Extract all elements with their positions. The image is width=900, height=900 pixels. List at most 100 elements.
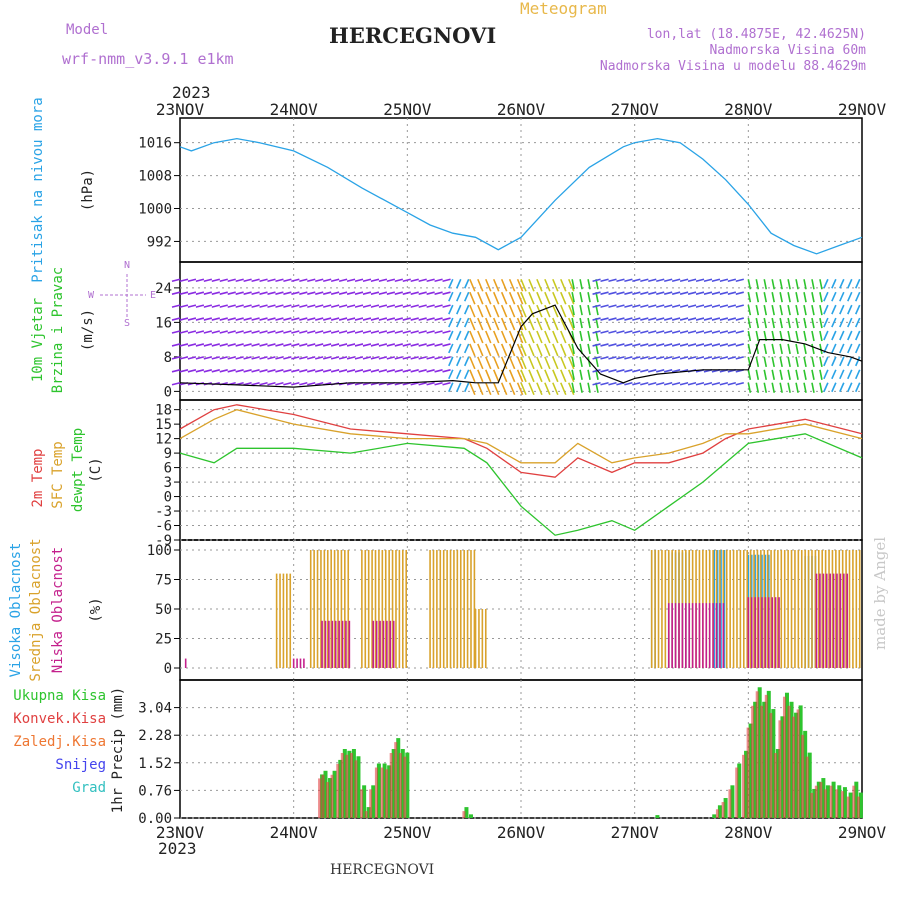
wind-arrow (695, 317, 705, 321)
wind-arrow (648, 356, 657, 360)
wind-arrow (500, 343, 508, 357)
wind-arrow (346, 356, 356, 360)
precip-bar (858, 792, 863, 818)
wind-arrow (839, 330, 845, 341)
wind-arrow (571, 356, 575, 368)
wind-arrow (243, 343, 252, 347)
wind-arrow (171, 381, 181, 386)
wind-arrow (171, 304, 181, 308)
wind-arrow (251, 356, 260, 360)
wind-arrow (442, 356, 451, 360)
wind-arrow (552, 343, 559, 357)
wind-arrow (831, 343, 837, 354)
wind-arrow (735, 381, 744, 386)
wind-arrow (291, 304, 300, 308)
wind-arrow (179, 343, 189, 347)
wind-arrow (819, 369, 823, 380)
precip-bar (396, 738, 401, 818)
wind-arrow (823, 330, 829, 341)
wind-arrow (779, 369, 783, 380)
precip-conv-bar (755, 691, 759, 818)
wind-arrow (251, 304, 260, 308)
precip-bar (757, 687, 762, 818)
wind-arrow (823, 369, 829, 380)
precip-conv-bar (801, 734, 805, 818)
wind-arrow (560, 343, 567, 357)
precip-bar (468, 814, 473, 818)
precip-bar (356, 756, 361, 818)
wind-arrow (779, 382, 783, 393)
wind-arrow (656, 291, 665, 295)
wind-arrow (251, 369, 260, 373)
wind-arrow (579, 382, 583, 393)
wind-arrow (322, 304, 332, 308)
wind-arrow (847, 304, 853, 315)
wind-arrow (823, 278, 829, 289)
wind-arrow (346, 330, 356, 334)
wind-arrow (227, 356, 236, 360)
precip-conv-bar (715, 809, 719, 818)
wind-arrow (516, 356, 524, 370)
precip-bar (842, 787, 847, 818)
y-tick-label: 100 (147, 543, 172, 559)
precip-conv-bar (340, 753, 344, 818)
wind-arrow (600, 304, 609, 308)
wind-arrow (787, 330, 791, 342)
wind-arrow (442, 330, 451, 334)
wind-arrow (267, 278, 276, 283)
wind-arrow (587, 343, 591, 355)
wind-arrow (315, 381, 324, 386)
wind-arrow (608, 291, 617, 295)
precip-conv-bar (778, 720, 782, 818)
wind-arrow (235, 330, 244, 334)
wind-arrow (171, 291, 181, 295)
wind-arrow (322, 317, 332, 321)
precip-conv-bar (360, 789, 364, 818)
wind-arrow (536, 343, 543, 357)
wind-arrow (485, 343, 492, 357)
time-label-bottom: 25NOV (383, 823, 432, 842)
wind-arrow (747, 304, 752, 316)
wind-arrow (671, 278, 681, 283)
wind-arrow (811, 356, 815, 368)
wind-arrow (624, 343, 633, 347)
wind-arrow (508, 278, 516, 292)
wind-arrow (243, 381, 252, 386)
y-tick-label: -6 (155, 519, 172, 535)
wind-arrow (679, 317, 689, 321)
wind-arrow (727, 278, 737, 283)
wind-arrow (711, 343, 721, 347)
wind-arrow (354, 304, 364, 308)
time-label-top: 24NOV (270, 100, 319, 119)
wind-arrow (418, 381, 427, 386)
wind-arrow (592, 291, 601, 295)
wind-arrow (755, 369, 760, 380)
wind-arrow (283, 356, 292, 360)
wind-arrow (854, 304, 861, 315)
wind-arrow (587, 292, 591, 303)
wind-arrow (847, 382, 853, 393)
wind-arrow (283, 330, 292, 334)
wind-arrow (663, 304, 673, 308)
wind-arrow (795, 279, 799, 290)
wind-arrow (568, 291, 575, 305)
wind-arrow (608, 317, 617, 321)
wind-arrow (727, 356, 737, 360)
wind-arrow (755, 382, 760, 393)
precip-bar (854, 781, 859, 818)
wind-arrow (763, 279, 768, 290)
wind-arrow (362, 356, 372, 360)
wind-arrow (831, 317, 837, 328)
precip-bar (332, 770, 337, 818)
wind-arrow (823, 291, 829, 302)
wind-arrow (227, 304, 236, 308)
wind-arrow (727, 304, 737, 308)
y-tick-label: 0 (164, 490, 172, 506)
wind-arrow (227, 278, 236, 283)
wind-arrow (378, 304, 388, 308)
wind-speed-line (179, 304, 863, 388)
wind-arrow (656, 381, 665, 386)
wind-arrow (283, 381, 292, 386)
wind-arrow (831, 330, 837, 341)
